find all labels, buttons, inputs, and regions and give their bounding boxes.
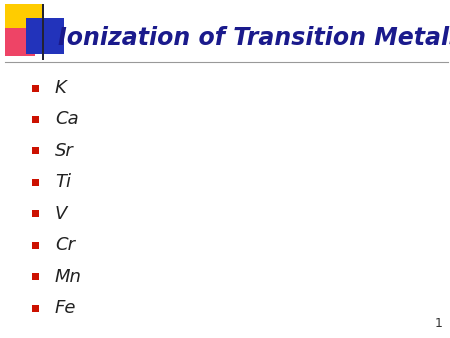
Text: Ti: Ti <box>55 173 71 191</box>
Text: 1: 1 <box>435 317 443 330</box>
Bar <box>26 18 64 54</box>
Bar <box>32 84 39 92</box>
Text: V: V <box>55 205 68 223</box>
Bar <box>32 305 39 312</box>
Bar <box>32 147 39 154</box>
Bar <box>5 28 35 56</box>
Text: Fe: Fe <box>55 299 76 317</box>
Bar <box>5 4 43 36</box>
Bar <box>32 273 39 280</box>
Text: Sr: Sr <box>55 142 74 160</box>
Text: Ca: Ca <box>55 111 79 128</box>
Bar <box>32 179 39 186</box>
Bar <box>32 242 39 249</box>
Text: Mn: Mn <box>55 268 82 286</box>
Text: Cr: Cr <box>55 236 75 254</box>
Bar <box>32 116 39 123</box>
Text: Ionization of Transition Metals: Ionization of Transition Metals <box>58 26 450 50</box>
Bar <box>32 210 39 217</box>
Text: K: K <box>55 79 67 97</box>
Bar <box>42 4 44 60</box>
